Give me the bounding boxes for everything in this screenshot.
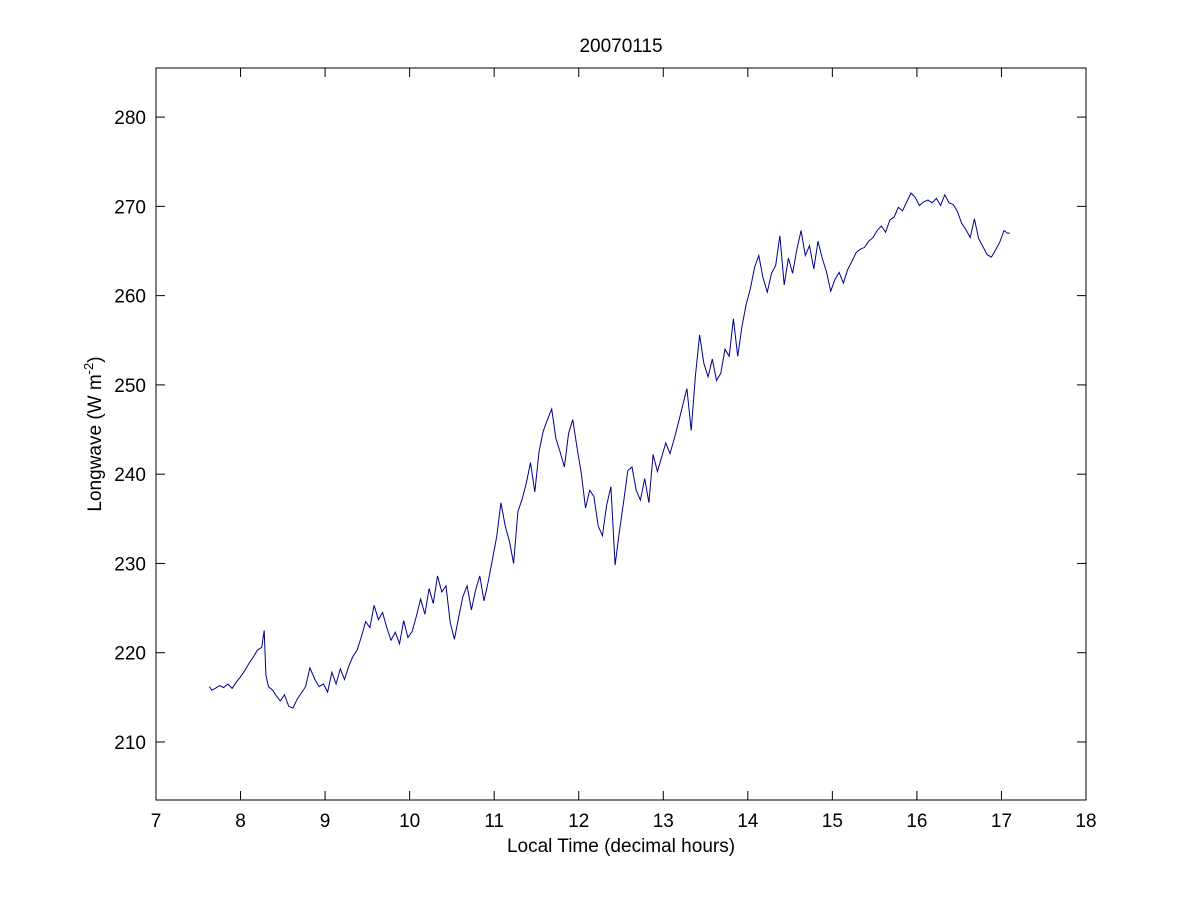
x-tick-label: 16 bbox=[906, 811, 927, 832]
axis-ticks bbox=[155, 68, 1087, 800]
x-tick-label: 14 bbox=[737, 811, 759, 832]
y-tick-label: 260 bbox=[114, 287, 146, 308]
x-tick-label: 17 bbox=[991, 811, 1012, 832]
y-tick-label: 270 bbox=[114, 197, 146, 218]
y-tick-label: 210 bbox=[114, 733, 146, 754]
x-axis-label: Local Time (decimal hours) bbox=[507, 836, 735, 857]
x-tick-label: 11 bbox=[484, 811, 504, 832]
y-axis-label: Longwave (W m-2) bbox=[81, 356, 106, 511]
y-tick-label: 240 bbox=[114, 465, 146, 486]
x-tick-label: 12 bbox=[568, 811, 589, 832]
y-axis-label-main: Longwave (W m bbox=[85, 374, 106, 511]
y-tick-label: 230 bbox=[114, 554, 146, 575]
x-tick-label: 9 bbox=[320, 811, 331, 832]
x-tick-label: 7 bbox=[151, 811, 162, 832]
x-tick-labels: 7 8 9 10 11 12 13 14 15 16 17 18 bbox=[151, 811, 1097, 832]
y-tick-label: 280 bbox=[114, 108, 146, 129]
series-line bbox=[208, 192, 1010, 709]
y-tick-labels: 210 220 230 240 250 260 270 280 bbox=[114, 108, 146, 754]
x-tick-label: 15 bbox=[822, 811, 843, 832]
y-tick-label: 250 bbox=[114, 376, 146, 397]
x-tick-label: 13 bbox=[653, 811, 674, 832]
chart-title: 20070115 bbox=[579, 36, 662, 57]
x-tick-label: 10 bbox=[399, 811, 420, 832]
plot-area bbox=[155, 67, 1087, 801]
y-tick-label: 220 bbox=[114, 644, 146, 665]
x-tick-label: 8 bbox=[235, 811, 246, 832]
y-axis-label-end: ) bbox=[85, 356, 106, 362]
y-axis-label-sup: -2 bbox=[81, 363, 96, 375]
x-tick-label: 18 bbox=[1075, 811, 1096, 832]
